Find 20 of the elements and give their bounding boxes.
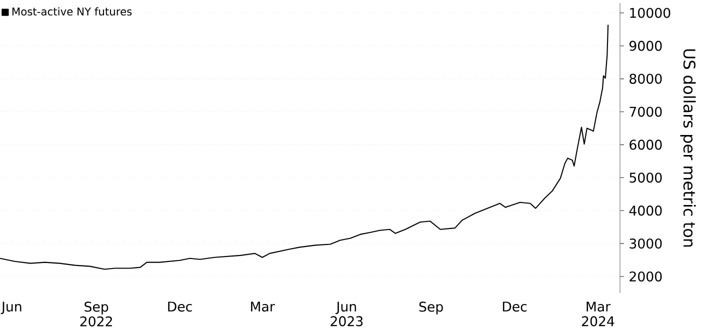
y-tick-label: 10000 — [630, 8, 670, 18]
x-tick-label: Mar 2024 — [582, 302, 614, 326]
y-tick-label: 4000 — [629, 206, 662, 216]
x-tick-label: Jun — [0, 302, 22, 314]
x-tick-label: Dec — [168, 302, 192, 312]
y-tick-label: 2000 — [630, 271, 662, 282]
x-tick-label: Dec — [502, 302, 527, 312]
legend-label: Most-active NY futures — [12, 7, 132, 16]
x-tick-label: Mar — [251, 302, 275, 312]
x-tick-label: Sep — [419, 302, 443, 314]
y-tick-label: 8000 — [630, 74, 662, 84]
y-tick-label: 6000 — [630, 140, 662, 150]
x-tick-label: Sep 2022 — [80, 302, 112, 326]
y-tick-label: 9000 — [630, 40, 662, 51]
x-tick-label: Jun 2023 — [330, 302, 363, 326]
y-tick-label: 7000 — [630, 106, 662, 117]
y-tick-label: 3000 — [630, 238, 662, 249]
y-axis-title: US dollars per metric ton — [680, 49, 696, 247]
y-tick-label: 5000 — [630, 172, 662, 183]
line-series — [0, 24, 609, 270]
